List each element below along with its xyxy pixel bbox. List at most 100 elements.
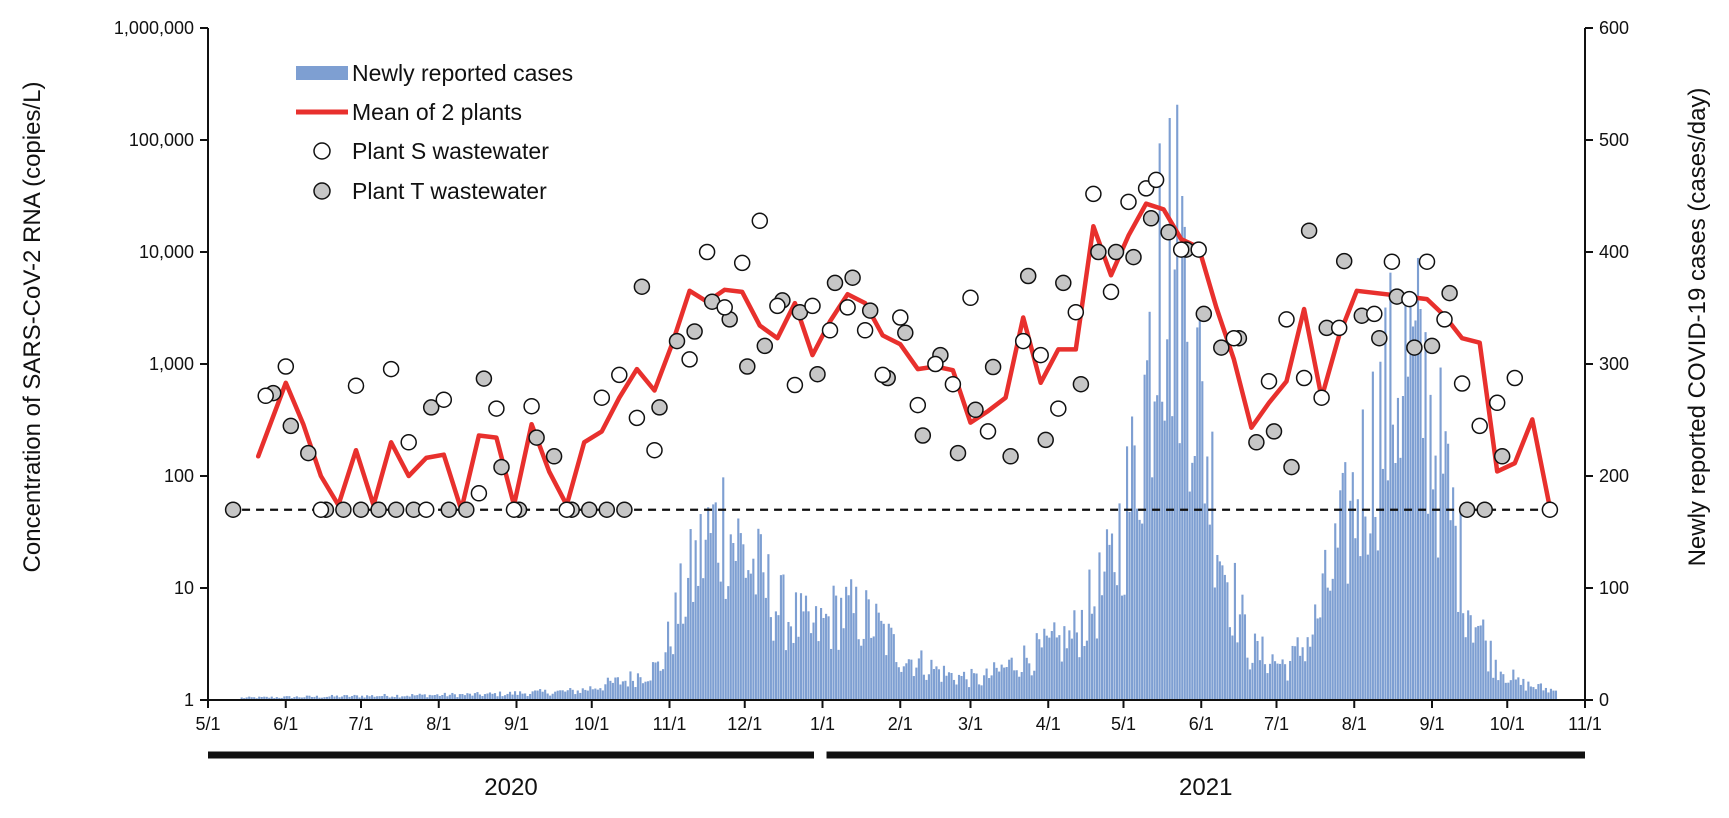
case-bar: [822, 617, 825, 700]
case-bar: [1464, 637, 1467, 700]
y-left-tick-label: 100: [164, 466, 194, 486]
case-bar: [549, 695, 552, 700]
case-bar: [1419, 309, 1422, 700]
plant-s-point: [347, 377, 365, 394]
case-bar: [574, 694, 577, 700]
case-bar: [985, 668, 988, 700]
plant-t-point: [1125, 248, 1142, 266]
plant-t-point: [914, 427, 932, 444]
plant-t-point: [475, 370, 493, 387]
case-bar: [784, 650, 788, 700]
legend: Newly reported cases Mean of 2 plants Pl…: [296, 60, 573, 204]
case-bar: [1399, 457, 1402, 700]
case-bar: [561, 690, 564, 700]
case-bar: [669, 646, 672, 700]
case-bar: [917, 658, 920, 700]
case-bar: [955, 684, 958, 700]
case-bar: [1316, 618, 1319, 700]
case-bar: [1391, 424, 1394, 700]
case-bar: [1226, 582, 1229, 700]
case-bar: [556, 690, 559, 700]
case-bar: [724, 598, 727, 700]
case-bar: [940, 681, 943, 700]
plant-t-point: [1265, 423, 1283, 440]
case-bar: [970, 668, 973, 700]
plant-t-point: [1002, 448, 1019, 465]
case-bar: [280, 697, 283, 700]
case-bar: [421, 694, 424, 700]
case-bar: [1286, 680, 1289, 700]
case-bar: [1060, 661, 1063, 700]
case-bar: [729, 534, 732, 700]
case-bar: [285, 696, 288, 700]
case-bar: [1093, 606, 1096, 700]
y-right-tick-label: 600: [1599, 18, 1629, 38]
case-bar: [957, 674, 961, 700]
case-bar: [496, 696, 499, 700]
case-bar: [1186, 341, 1189, 700]
plant-t-point: [861, 302, 879, 319]
case-bar: [381, 696, 384, 700]
case-bar: [1487, 671, 1490, 700]
case-bar: [759, 534, 762, 700]
case-bar: [258, 696, 261, 700]
case-bar: [293, 697, 296, 700]
case-bar: [1218, 561, 1221, 700]
case-bar: [1426, 513, 1430, 700]
case-bar: [847, 595, 850, 700]
case-bar: [840, 597, 843, 700]
case-bar: [388, 697, 391, 700]
plant-t-point: [1195, 305, 1213, 323]
case-bar: [335, 695, 339, 700]
case-bar: [1241, 594, 1244, 700]
case-bar: [1193, 455, 1196, 700]
x-tick-label: 12/1: [727, 714, 762, 734]
case-bar: [1376, 550, 1379, 700]
plant-t-point: [1072, 375, 1090, 393]
case-bar: [1035, 633, 1038, 700]
case-bar: [912, 676, 915, 700]
plant-s-point: [488, 400, 505, 417]
case-bar: [1437, 557, 1440, 700]
case-bar: [333, 696, 336, 700]
case-bar: [1359, 556, 1362, 700]
case-bar: [564, 691, 567, 700]
case-bar: [240, 697, 243, 700]
plant-s-point: [1295, 369, 1313, 387]
case-bar: [624, 680, 627, 700]
case-bar: [850, 579, 853, 700]
case-bar: [1048, 637, 1051, 700]
case-bar: [1404, 301, 1407, 700]
case-bar: [1211, 431, 1214, 700]
case-bar: [1489, 640, 1492, 700]
case-bar: [508, 691, 512, 700]
case-bar: [371, 695, 374, 700]
plant-s-point: [1225, 329, 1243, 347]
case-bar: [897, 667, 900, 700]
case-bar: [461, 694, 464, 700]
case-bar: [1414, 320, 1417, 700]
case-bar: [576, 690, 579, 700]
case-bar: [707, 507, 710, 700]
case-bar: [1110, 533, 1114, 700]
case-bar: [441, 695, 444, 700]
case-bar: [1085, 640, 1088, 700]
case-bar: [1171, 416, 1174, 700]
case-bar: [551, 693, 554, 700]
case-bar: [1013, 670, 1016, 700]
case-bar: [1522, 678, 1525, 700]
case-bar: [1070, 638, 1073, 700]
case-bar: [887, 623, 890, 700]
case-bar: [1168, 118, 1171, 700]
case-bar: [734, 560, 737, 700]
case-bar: [1341, 472, 1344, 700]
case-bar: [584, 689, 587, 700]
case-bar: [1256, 640, 1259, 700]
case-bar: [767, 554, 770, 700]
plant-t-point: [440, 501, 458, 518]
case-bar: [270, 696, 273, 700]
y-right-tick-label: 400: [1599, 242, 1629, 262]
case-bar: [935, 666, 938, 700]
case-bar: [305, 695, 308, 700]
case-bar: [606, 677, 609, 700]
